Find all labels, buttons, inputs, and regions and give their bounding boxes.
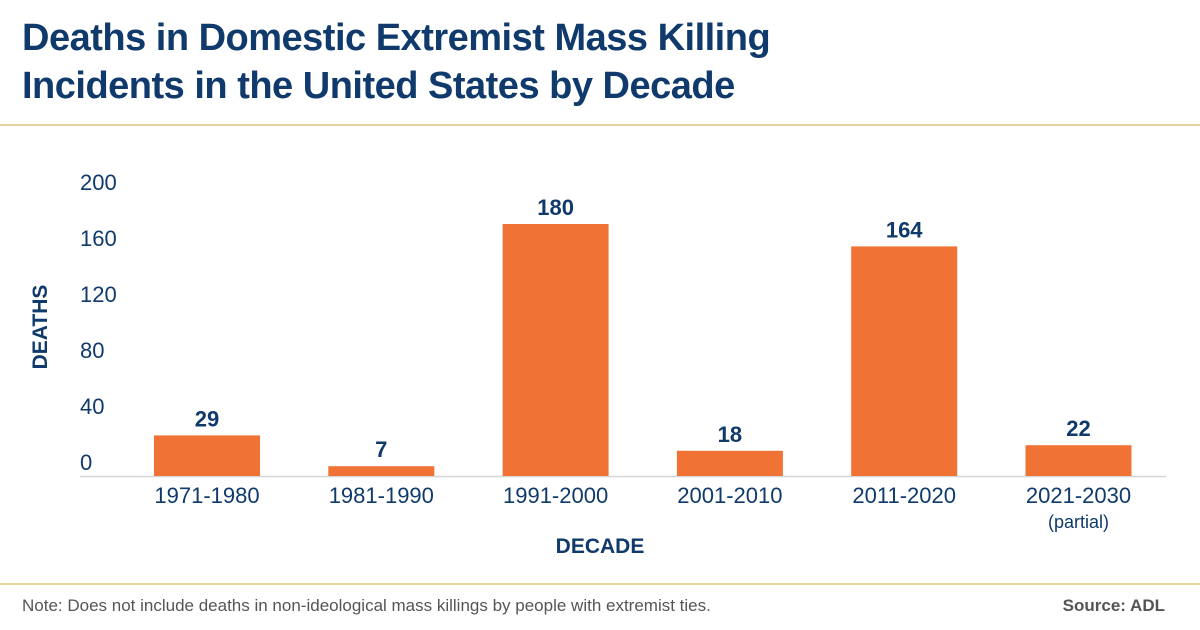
y-tick-label: 80 (80, 338, 104, 363)
x-tick-sublabel: (partial) (1048, 512, 1109, 532)
bar-2001-2010 (676, 450, 783, 476)
data-label: 29 (195, 406, 219, 431)
x-tick-label: 1981-1990 (329, 483, 434, 508)
data-label: 7 (375, 437, 387, 462)
data-label: 22 (1066, 416, 1090, 441)
bar-1991-2000 (502, 224, 609, 476)
bottom-divider (0, 583, 1200, 585)
chart-title: Deaths in Domestic Extremist Mass Killin… (22, 14, 771, 110)
x-axis-label: DECADE (556, 535, 645, 558)
source-label: Source: ADL (1062, 596, 1165, 615)
y-tick-label: 120 (80, 282, 117, 307)
x-tick-label: 1991-2000 (503, 483, 608, 508)
y-axis-label: DEATHS (29, 285, 52, 370)
top-divider (0, 124, 1200, 126)
data-label: 164 (886, 217, 923, 242)
footnote: Note: Does not include deaths in non-ide… (22, 596, 711, 615)
title-line-1: Deaths in Domestic Extremist Mass Killin… (22, 17, 771, 59)
x-tick-label: 2011-2020 (852, 483, 956, 508)
bar-1971-1980 (154, 435, 260, 476)
x-tick-label: 1971-1980 (154, 483, 259, 508)
bar-2021-2030 (1025, 445, 1132, 476)
bar-1981-1990 (328, 466, 435, 476)
x-tick-label: 2021-2030 (1026, 483, 1131, 508)
data-label: 18 (718, 422, 742, 447)
bar-2011-2020 (851, 246, 958, 476)
x-tick-label: 2001-2010 (677, 483, 782, 508)
y-tick-label: 160 (80, 226, 117, 251)
data-label: 180 (537, 195, 574, 220)
title-line-2: Incidents in the United States by Decade (22, 65, 735, 107)
y-tick-label: 0 (80, 450, 92, 475)
y-tick-label: 200 (80, 170, 117, 195)
y-tick-label: 40 (80, 394, 104, 419)
